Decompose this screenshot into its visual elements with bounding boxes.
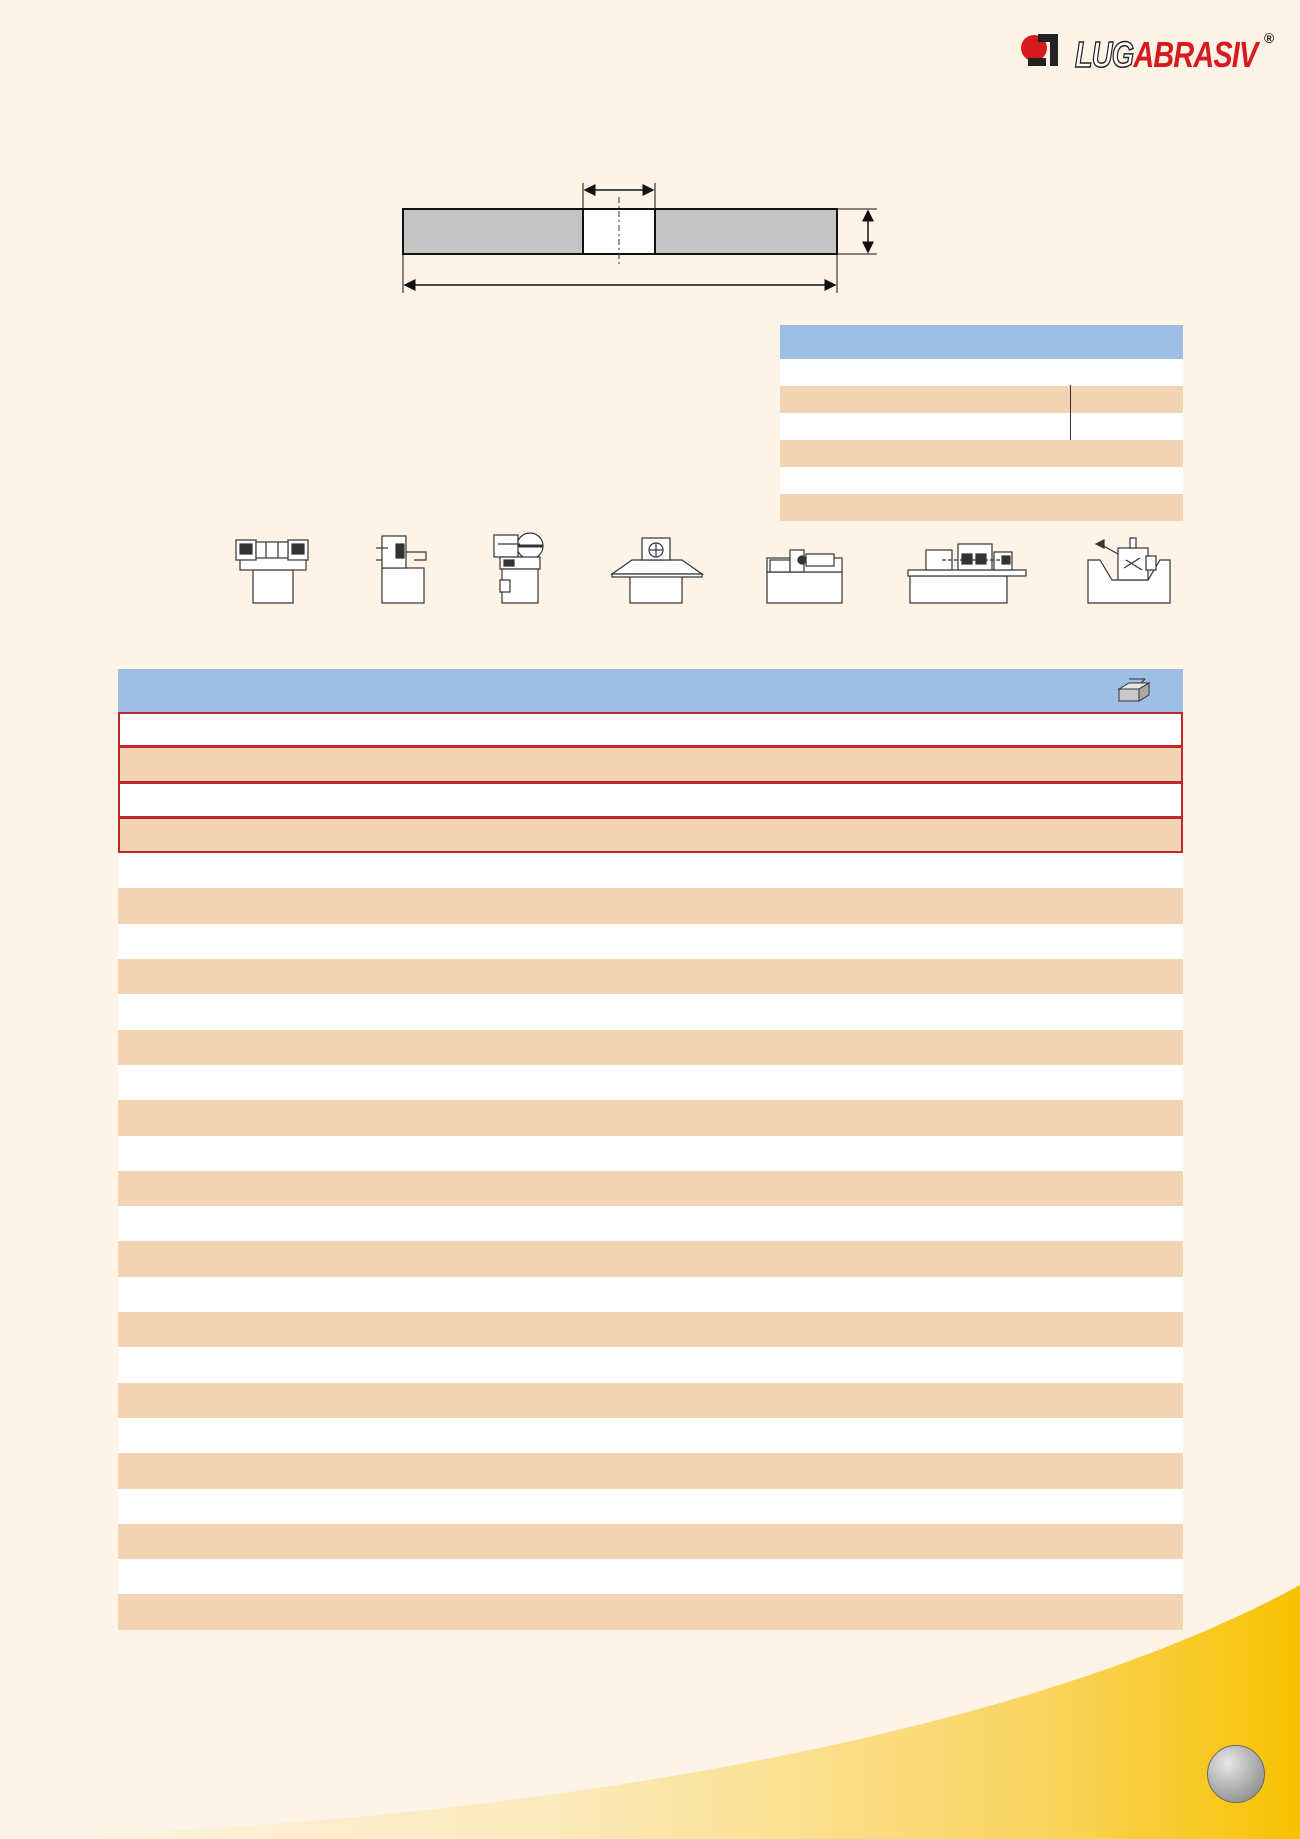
spec-table-row (780, 413, 1183, 440)
table-row (118, 1206, 1183, 1242)
spec-table-row (780, 440, 1183, 467)
wheel-dimension-drawing (402, 183, 877, 293)
table-row (118, 712, 1183, 748)
table-row (118, 1417, 1183, 1454)
table-row (118, 1347, 1183, 1383)
bench-grinder-icon (235, 539, 309, 604)
table-row (118, 1488, 1183, 1524)
spec-table (780, 325, 1183, 521)
pedestal-grinder-icon (376, 535, 427, 604)
spec-table-row (780, 359, 1183, 386)
table-row (118, 1241, 1183, 1277)
table-row (118, 1453, 1183, 1489)
centerless-grinder-icon (907, 543, 1027, 604)
spec-table-row (780, 494, 1183, 521)
brand-logo: LUGABRASIV ® (1020, 30, 1280, 80)
page-number-badge (1207, 1745, 1265, 1803)
table-row (118, 1064, 1183, 1101)
table-row (118, 1170, 1183, 1207)
tool-grinder-icon (1087, 537, 1171, 604)
table-row (118, 994, 1183, 1030)
table-row (118, 1559, 1183, 1595)
logo-text-part2: ABRASIV (1133, 34, 1258, 75)
main-table-header (118, 669, 1183, 712)
table-row (118, 1029, 1183, 1065)
table-row (118, 1135, 1183, 1171)
spec-table-header (780, 325, 1183, 359)
cylindrical-grinder-icon (766, 549, 843, 604)
logo-mark-icon (1021, 34, 1058, 66)
logo-text-part1: LUG (1074, 33, 1134, 76)
surface-grinder-icon (610, 537, 704, 604)
abrasive-block-icon (1117, 678, 1151, 702)
table-row (118, 747, 1183, 783)
main-table (118, 669, 1183, 1630)
table-row (118, 1594, 1183, 1630)
table-row (118, 923, 1183, 960)
spec-table-row (780, 386, 1183, 413)
cutoff-machine-icon (493, 532, 544, 604)
registered-mark: ® (1264, 30, 1275, 46)
machine-pictograms (235, 532, 1171, 604)
table-row (118, 888, 1183, 924)
table-row (118, 1100, 1183, 1136)
spec-table-row (780, 467, 1183, 494)
table-row (118, 959, 1183, 995)
spec-table-divider (1070, 385, 1071, 440)
table-row (118, 817, 1183, 854)
table-row (118, 782, 1183, 818)
table-row (118, 1523, 1183, 1560)
table-row (118, 1312, 1183, 1348)
table-row (118, 1382, 1183, 1418)
table-row (118, 1276, 1183, 1313)
logo-text: LUGABRASIV (1074, 33, 1258, 76)
table-row (118, 853, 1183, 889)
